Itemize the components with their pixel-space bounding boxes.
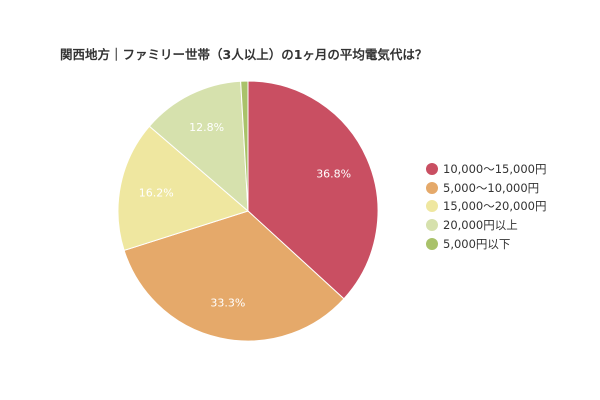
chart-title: 関西地方｜ファミリー世帯（3人以上）の1ヶ月の平均電気代は？ bbox=[60, 47, 428, 62]
legend-dot-icon bbox=[426, 163, 438, 176]
pie-slice bbox=[117, 125, 250, 252]
legend-item: 10,000〜15,000円 bbox=[426, 160, 546, 179]
legend-label: 5,000〜10,000円 bbox=[443, 180, 540, 195]
slice-label: 33.3% bbox=[210, 296, 245, 309]
legend-item: 20,000円以上 bbox=[426, 216, 546, 235]
legend-label: 5,000円以下 bbox=[443, 236, 511, 251]
legend-label: 10,000〜15,000円 bbox=[443, 162, 547, 177]
slice-label: 12.8% bbox=[189, 121, 224, 134]
legend-item: 15,000〜20,000円 bbox=[426, 197, 546, 216]
pie-slice bbox=[240, 80, 249, 212]
pie-slice bbox=[247, 80, 379, 300]
pie-slice bbox=[123, 210, 345, 342]
legend-label: 20,000円以上 bbox=[443, 218, 518, 233]
legend-dot-icon bbox=[426, 219, 438, 232]
legend: 10,000〜15,000円 5,000〜10,000円 15,000〜20,0… bbox=[426, 160, 546, 253]
slice-label: 16.2% bbox=[139, 186, 174, 199]
legend-label: 15,000〜20,000円 bbox=[443, 199, 547, 214]
legend-dot-icon bbox=[426, 237, 438, 250]
legend-dot-icon bbox=[426, 181, 438, 194]
legend-item: 5,000円以下 bbox=[426, 234, 546, 253]
slice-label: 36.8% bbox=[316, 167, 351, 180]
legend-item: 5,000〜10,000円 bbox=[426, 179, 546, 198]
pie-slice bbox=[148, 80, 249, 213]
legend-dot-icon bbox=[426, 200, 438, 213]
